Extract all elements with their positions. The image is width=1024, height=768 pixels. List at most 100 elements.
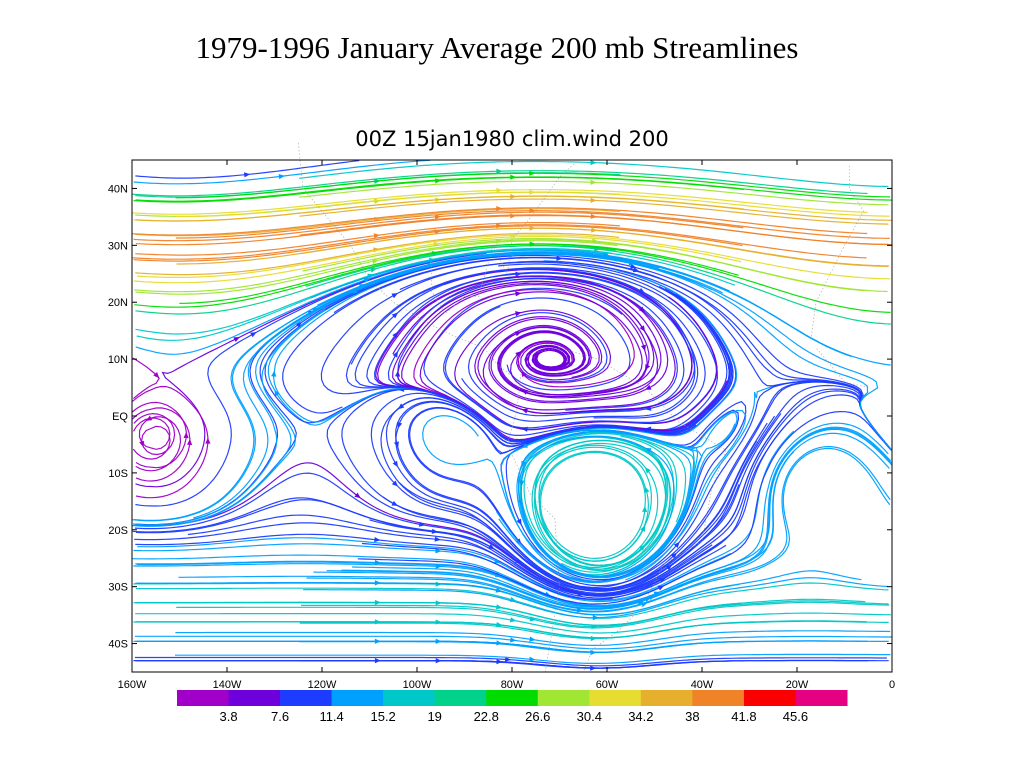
streamline-arrow: [139, 440, 145, 448]
streamline-arrow: [363, 277, 371, 283]
x-axis: 160W 140W 120W 100W 80W 60W 40W 20W 0: [118, 160, 895, 691]
streamline-arrow: [645, 384, 652, 390]
x-tick-label: 100W: [403, 679, 432, 691]
streamline-arrow: [145, 415, 153, 421]
streamline-arrow: [591, 624, 598, 630]
streamline-arrow: [659, 577, 666, 583]
x-tick-label: 80W: [501, 679, 524, 691]
streamline-arrow: [374, 536, 381, 543]
colorbar-swatch: [692, 690, 745, 706]
x-tick-label: 20W: [786, 679, 809, 691]
streamline: [282, 257, 891, 449]
streamline: [134, 472, 713, 596]
colorbar-swatch: [434, 690, 487, 706]
coastline: [430, 159, 579, 315]
streamline-arrow: [529, 225, 536, 231]
chart-title: 00Z 15jan1980 clim.wind 200: [355, 127, 668, 151]
colorbar-label: 38: [685, 709, 699, 724]
streamline-arrow: [495, 238, 502, 244]
streamline-arrow: [529, 656, 536, 662]
streamline-arrow: [392, 331, 398, 339]
streamline-arrow: [521, 442, 529, 448]
colorbar-label: 7.6: [271, 709, 289, 724]
streamline: [500, 260, 804, 583]
x-tick-label: 40W: [691, 679, 714, 691]
streamline-arrow: [653, 591, 661, 597]
streamline-arrow: [515, 311, 522, 317]
colorbar-swatch: [228, 690, 281, 706]
streamline-arrow: [529, 170, 536, 176]
coastline: [815, 347, 869, 388]
y-tick-label: 20S: [108, 525, 128, 537]
streamline-arrow: [556, 255, 563, 261]
streamline: [131, 407, 191, 482]
streamline-arrow: [391, 312, 398, 319]
streamline-arrow: [519, 480, 525, 487]
streamline-arrow: [434, 536, 441, 542]
streamline-arrow: [510, 174, 517, 180]
streamline-arrow: [183, 432, 189, 439]
streamline-arrow: [590, 665, 597, 671]
streamline-arrow: [590, 635, 597, 642]
y-tick-label: 20N: [108, 297, 128, 309]
streamline-arrow: [391, 480, 398, 487]
streamline-arrow: [529, 208, 536, 214]
streamline-arrow: [435, 548, 442, 554]
colorbar: 3.8 7.6 11.4 15.2 19 22.8 26.6 30.4 34.2 38 41.8 45…: [177, 690, 848, 724]
streamline-arrow: [673, 541, 680, 548]
streamline: [133, 640, 745, 653]
colorbar-label: 45.6: [783, 709, 808, 724]
colorbar-label: 11.4: [319, 709, 343, 724]
streamline: [132, 416, 182, 472]
streamline: [132, 357, 160, 400]
streamline-arrow: [665, 564, 673, 571]
streamline-arrow: [496, 168, 503, 174]
streamline: [135, 640, 621, 653]
colorbar-swatch: [743, 690, 796, 706]
streamline: [132, 252, 723, 527]
colorbar-swatch: [383, 690, 436, 706]
streamline-arrow: [638, 306, 645, 313]
streamline-arrow: [521, 370, 527, 378]
coastline: [530, 347, 727, 673]
streamline-arrow: [590, 159, 597, 166]
streamline: [132, 385, 209, 499]
streamline-arrow: [391, 293, 398, 299]
streamline: [454, 296, 718, 431]
streamline-arrow: [250, 332, 257, 338]
y-axis: 40N 30N 20N 10N EQ 10S 20S 30S 40S: [108, 183, 892, 651]
x-tick-label: 140W: [213, 679, 242, 691]
streamline: [345, 267, 706, 429]
streamline: [137, 430, 795, 602]
streamline: [134, 251, 852, 522]
streamline-arrow: [496, 659, 503, 665]
streamline-arrow: [529, 241, 536, 247]
streamline-arrow: [271, 370, 277, 377]
x-tick-label: 0: [889, 679, 895, 691]
streamline: [136, 598, 866, 626]
streamline: [380, 288, 740, 592]
streamline-arrow: [657, 585, 665, 591]
streamline-arrow: [510, 252, 517, 258]
streamline: [366, 272, 696, 442]
streamline-arrow: [510, 232, 517, 238]
streamline: [361, 394, 890, 600]
streamline-arrow: [496, 206, 503, 212]
streamline: [392, 280, 659, 442]
streamline-arrow: [354, 492, 361, 499]
coastline: [810, 165, 864, 337]
streamline: [422, 415, 736, 578]
colorbar-label: 19: [427, 709, 441, 724]
colorbar-swatch: [331, 690, 384, 706]
streamline-arrow: [495, 587, 502, 593]
streamline-arrow: [645, 467, 651, 474]
y-tick-label: 30S: [108, 582, 128, 594]
y-tick-label: 10N: [108, 354, 128, 366]
streamline-arrow: [494, 558, 501, 564]
streamline-arrow: [644, 486, 650, 494]
streamline-arrow: [205, 437, 211, 444]
streamline-arrow: [496, 223, 503, 229]
streamline: [135, 612, 891, 634]
y-tick-label: EQ: [112, 411, 128, 423]
